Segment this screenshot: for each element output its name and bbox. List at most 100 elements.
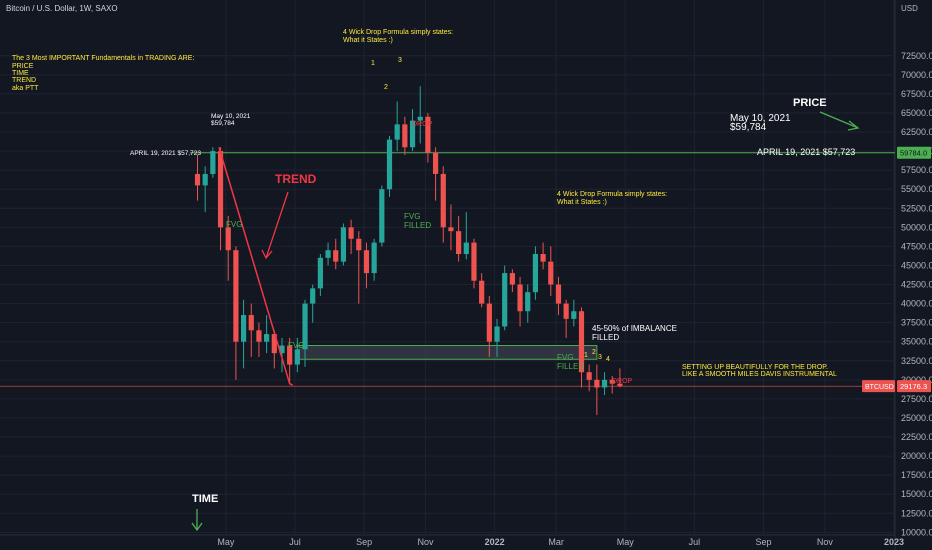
candle-body [225, 227, 231, 251]
candle-body [317, 257, 323, 289]
candle-body [563, 303, 569, 319]
trend-arrow-head [261, 249, 273, 260]
wick-numbers-right: 1 2 3 4 [584, 349, 610, 363]
svg-text:FVG: FVG [557, 353, 573, 362]
formula-note-top: 4 Wick Drop Formula simply states: What … [343, 29, 453, 44]
high-price-badge [897, 146, 931, 159]
price-arrow-head [847, 120, 860, 131]
candle-body [532, 254, 539, 293]
setup-note: SETTING UP BEAUTIFULLY FOR THE DROP. LIK… [682, 364, 837, 378]
time-arrow-head [191, 522, 203, 532]
y-tick-label: 52500.0 [901, 203, 932, 213]
y-tick-label: 20000.0 [901, 451, 932, 461]
y-tick-label: 22500.0 [901, 432, 932, 442]
x-tick-label: 2022 [485, 537, 505, 547]
svg-text:$59,784: $59,784 [730, 122, 767, 133]
y-tick-label: 65000.0 [901, 108, 932, 118]
drop-label-2: DROP [612, 378, 633, 385]
x-tick-label: Nov [418, 537, 435, 547]
y-tick-label: 27500.0 [901, 394, 932, 404]
candle-body [310, 288, 316, 304]
imbalance-zone [296, 345, 598, 360]
candles [194, 86, 623, 415]
y-tick-label: 37500.0 [901, 318, 932, 328]
candle-body [386, 139, 393, 190]
x-tick-label: May [217, 537, 235, 547]
may10-label-left: May 10, 2021 $59,784 [211, 113, 251, 127]
candle-body [340, 227, 347, 262]
candle-body [271, 334, 277, 354]
candle-body [302, 303, 308, 350]
y-tick-label: 40000.0 [901, 299, 932, 309]
y-tick-label: 10000.0 [901, 527, 932, 537]
x-tick-label: Nov [817, 537, 834, 547]
candle-body [402, 124, 408, 148]
price-axis[interactable]: 10000.0 12500.0 15000.0 17500.0 20000.0 22500… [901, 51, 932, 538]
x-tick-label: Sep [755, 537, 771, 547]
y-tick-label: 45000.0 [901, 260, 932, 270]
candle-body [548, 261, 554, 285]
candle-body [348, 227, 354, 239]
candle-body [494, 326, 500, 342]
candle-body [425, 116, 431, 153]
y-tick-label: 72500.0 [901, 51, 932, 61]
svg-text:$59,784: $59,784 [211, 120, 235, 127]
last-price-badge-text: 29176.3 [900, 382, 927, 391]
candle-body [371, 242, 377, 274]
svg-text:FILLED: FILLED [592, 333, 619, 342]
symbol-title: Bitcoin / U.S. Dollar, 1W, SAXO [6, 4, 118, 13]
fvg-label-2: FVG [288, 341, 304, 350]
candle-body [210, 151, 216, 174]
y-tick-label: 67500.0 [901, 89, 932, 99]
candle-body [194, 173, 201, 186]
svg-text:4 Wick Drop Formula simply sta: 4 Wick Drop Formula simply states: [557, 191, 667, 198]
svg-text:3: 3 [398, 57, 402, 64]
candle-body [294, 349, 300, 365]
april19-label-right: APRIL 19, 2021 $57,723 [757, 147, 855, 157]
candle-body [471, 242, 477, 281]
trend-label: TREND [275, 172, 317, 186]
candle-body [256, 330, 262, 342]
candle-body [555, 284, 562, 304]
imbalance-label: 45-50% of IMBALANCE FILLED [592, 324, 677, 342]
candle-body [571, 311, 577, 319]
svg-text:May 10, 2021: May 10, 2021 [730, 113, 791, 124]
axis-unit: USD [901, 4, 918, 13]
candle-body [448, 227, 454, 232]
candle-body [417, 116, 423, 121]
y-tick-label: 62500.0 [901, 127, 932, 137]
wick-numbers-top: 1 2 3 [371, 57, 402, 91]
svg-text:LIKE A SMOOTH MILES DAVIS INST: LIKE A SMOOTH MILES DAVIS INSTRUMENTAL [682, 371, 837, 378]
candle-body [440, 173, 446, 228]
svg-text:4: 4 [606, 356, 610, 363]
candle-body [356, 238, 362, 251]
candle-body [325, 250, 331, 258]
svg-text:The 3 Most IMPORTANT Fundament: The 3 Most IMPORTANT Fundamentals in TRA… [12, 55, 194, 62]
y-tick-label: 47500.0 [901, 241, 932, 251]
svg-text:3: 3 [598, 354, 602, 361]
candle-body [609, 379, 615, 384]
candle-body [540, 254, 546, 262]
svg-text:What it States :): What it States :) [557, 199, 607, 206]
april19-label-left: APRIL 19, 2021 $57,723 [130, 150, 201, 157]
candle-body [264, 334, 270, 342]
svg-text:TREND: TREND [12, 77, 36, 84]
svg-text:1: 1 [584, 352, 588, 359]
candle-body [486, 303, 492, 342]
candle-body [586, 372, 592, 380]
price-label: PRICE [793, 97, 827, 109]
candle-body [432, 152, 439, 174]
svg-text:2: 2 [592, 349, 596, 356]
x-tick-label: Sep [356, 537, 372, 547]
y-tick-label: 25000.0 [901, 413, 932, 423]
y-tick-label: 50000.0 [901, 222, 932, 232]
svg-text:2: 2 [384, 84, 388, 91]
candle-body [578, 311, 585, 373]
time-axis[interactable]: MayJulSepNov2022MarMayJulSepNov2023Mar [217, 537, 932, 547]
formula-note-right: 4 Wick Drop Formula simply states: What … [557, 191, 667, 206]
candle-body [517, 284, 523, 312]
svg-text:FVG: FVG [404, 212, 420, 221]
candle-body [463, 242, 469, 255]
